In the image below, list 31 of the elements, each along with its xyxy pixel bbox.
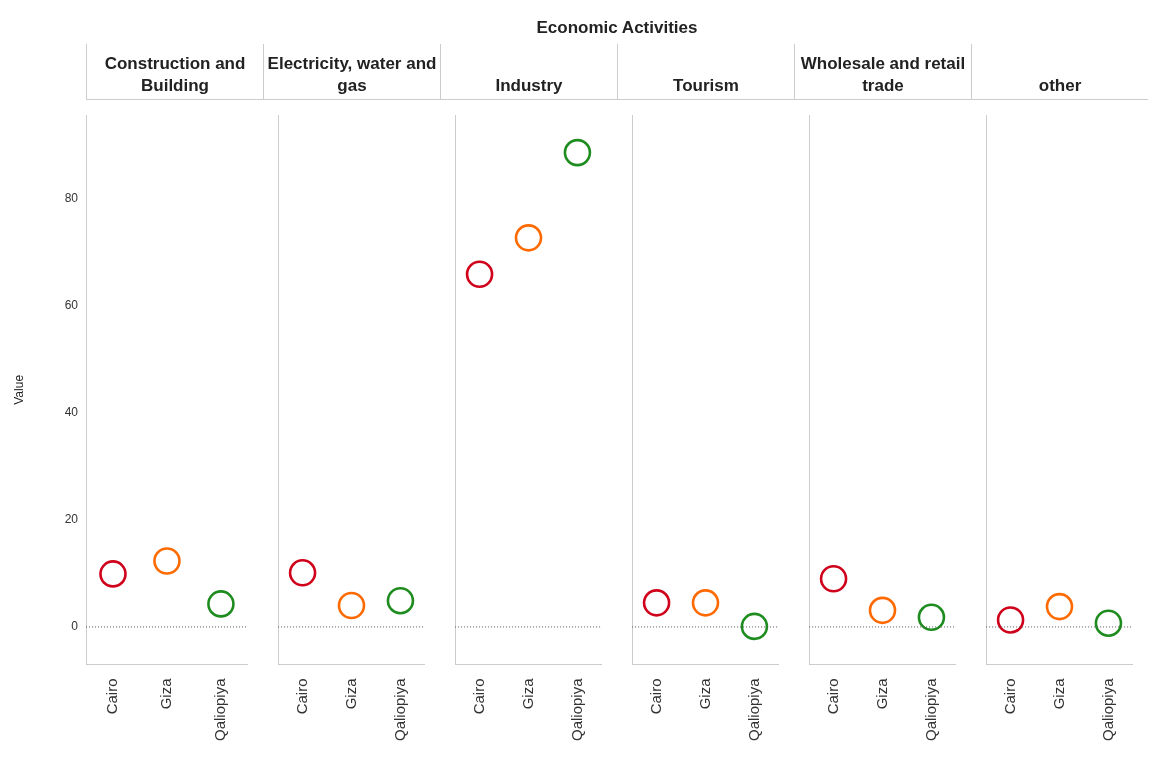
chart-title: other xyxy=(1038,75,1082,97)
chart-title: Industry xyxy=(495,75,563,97)
x-tick-label: Qaliopiya xyxy=(211,677,229,742)
y-tick-label: 20 xyxy=(64,512,79,527)
x-tick-label: Qaliopiya xyxy=(744,677,762,742)
x-tick-label: Giza xyxy=(872,677,890,710)
x-tick-label: Qaliopiya xyxy=(921,677,939,742)
chart-title: Wholesale and retail trade xyxy=(799,53,967,97)
y-tick-label: 40 xyxy=(64,404,79,419)
x-tick-label: Cairo xyxy=(103,678,121,715)
x-tick-label: Qaliopiya xyxy=(567,677,585,742)
chart-title: Electricity, water and gas xyxy=(266,53,438,97)
x-tick-label: Giza xyxy=(157,677,175,710)
y-tick-label: 0 xyxy=(71,619,79,634)
x-tick-label: Cairo xyxy=(292,678,310,715)
chart-title: Construction and Building xyxy=(103,53,247,97)
chart-title: Tourism xyxy=(673,75,739,97)
x-tick-label: Giza xyxy=(518,677,536,710)
x-tick-label: Giza xyxy=(1049,677,1067,710)
x-tick-label: Qaliopiya xyxy=(1098,677,1116,742)
x-tick-label: Cairo xyxy=(469,678,487,715)
x-tick-label: Cairo xyxy=(646,678,664,715)
x-tick-label: Giza xyxy=(695,677,713,710)
y-tick-label: 60 xyxy=(64,297,79,312)
x-tick-label: Cairo xyxy=(1000,678,1018,715)
x-tick-label: Qaliopiya xyxy=(390,677,408,742)
y-tick-label: 80 xyxy=(64,190,79,205)
x-tick-label: Giza xyxy=(341,677,359,710)
text: Economic Activities xyxy=(536,18,698,37)
x-tick-label: Cairo xyxy=(823,678,841,715)
y-axis-title: Value xyxy=(11,374,26,405)
